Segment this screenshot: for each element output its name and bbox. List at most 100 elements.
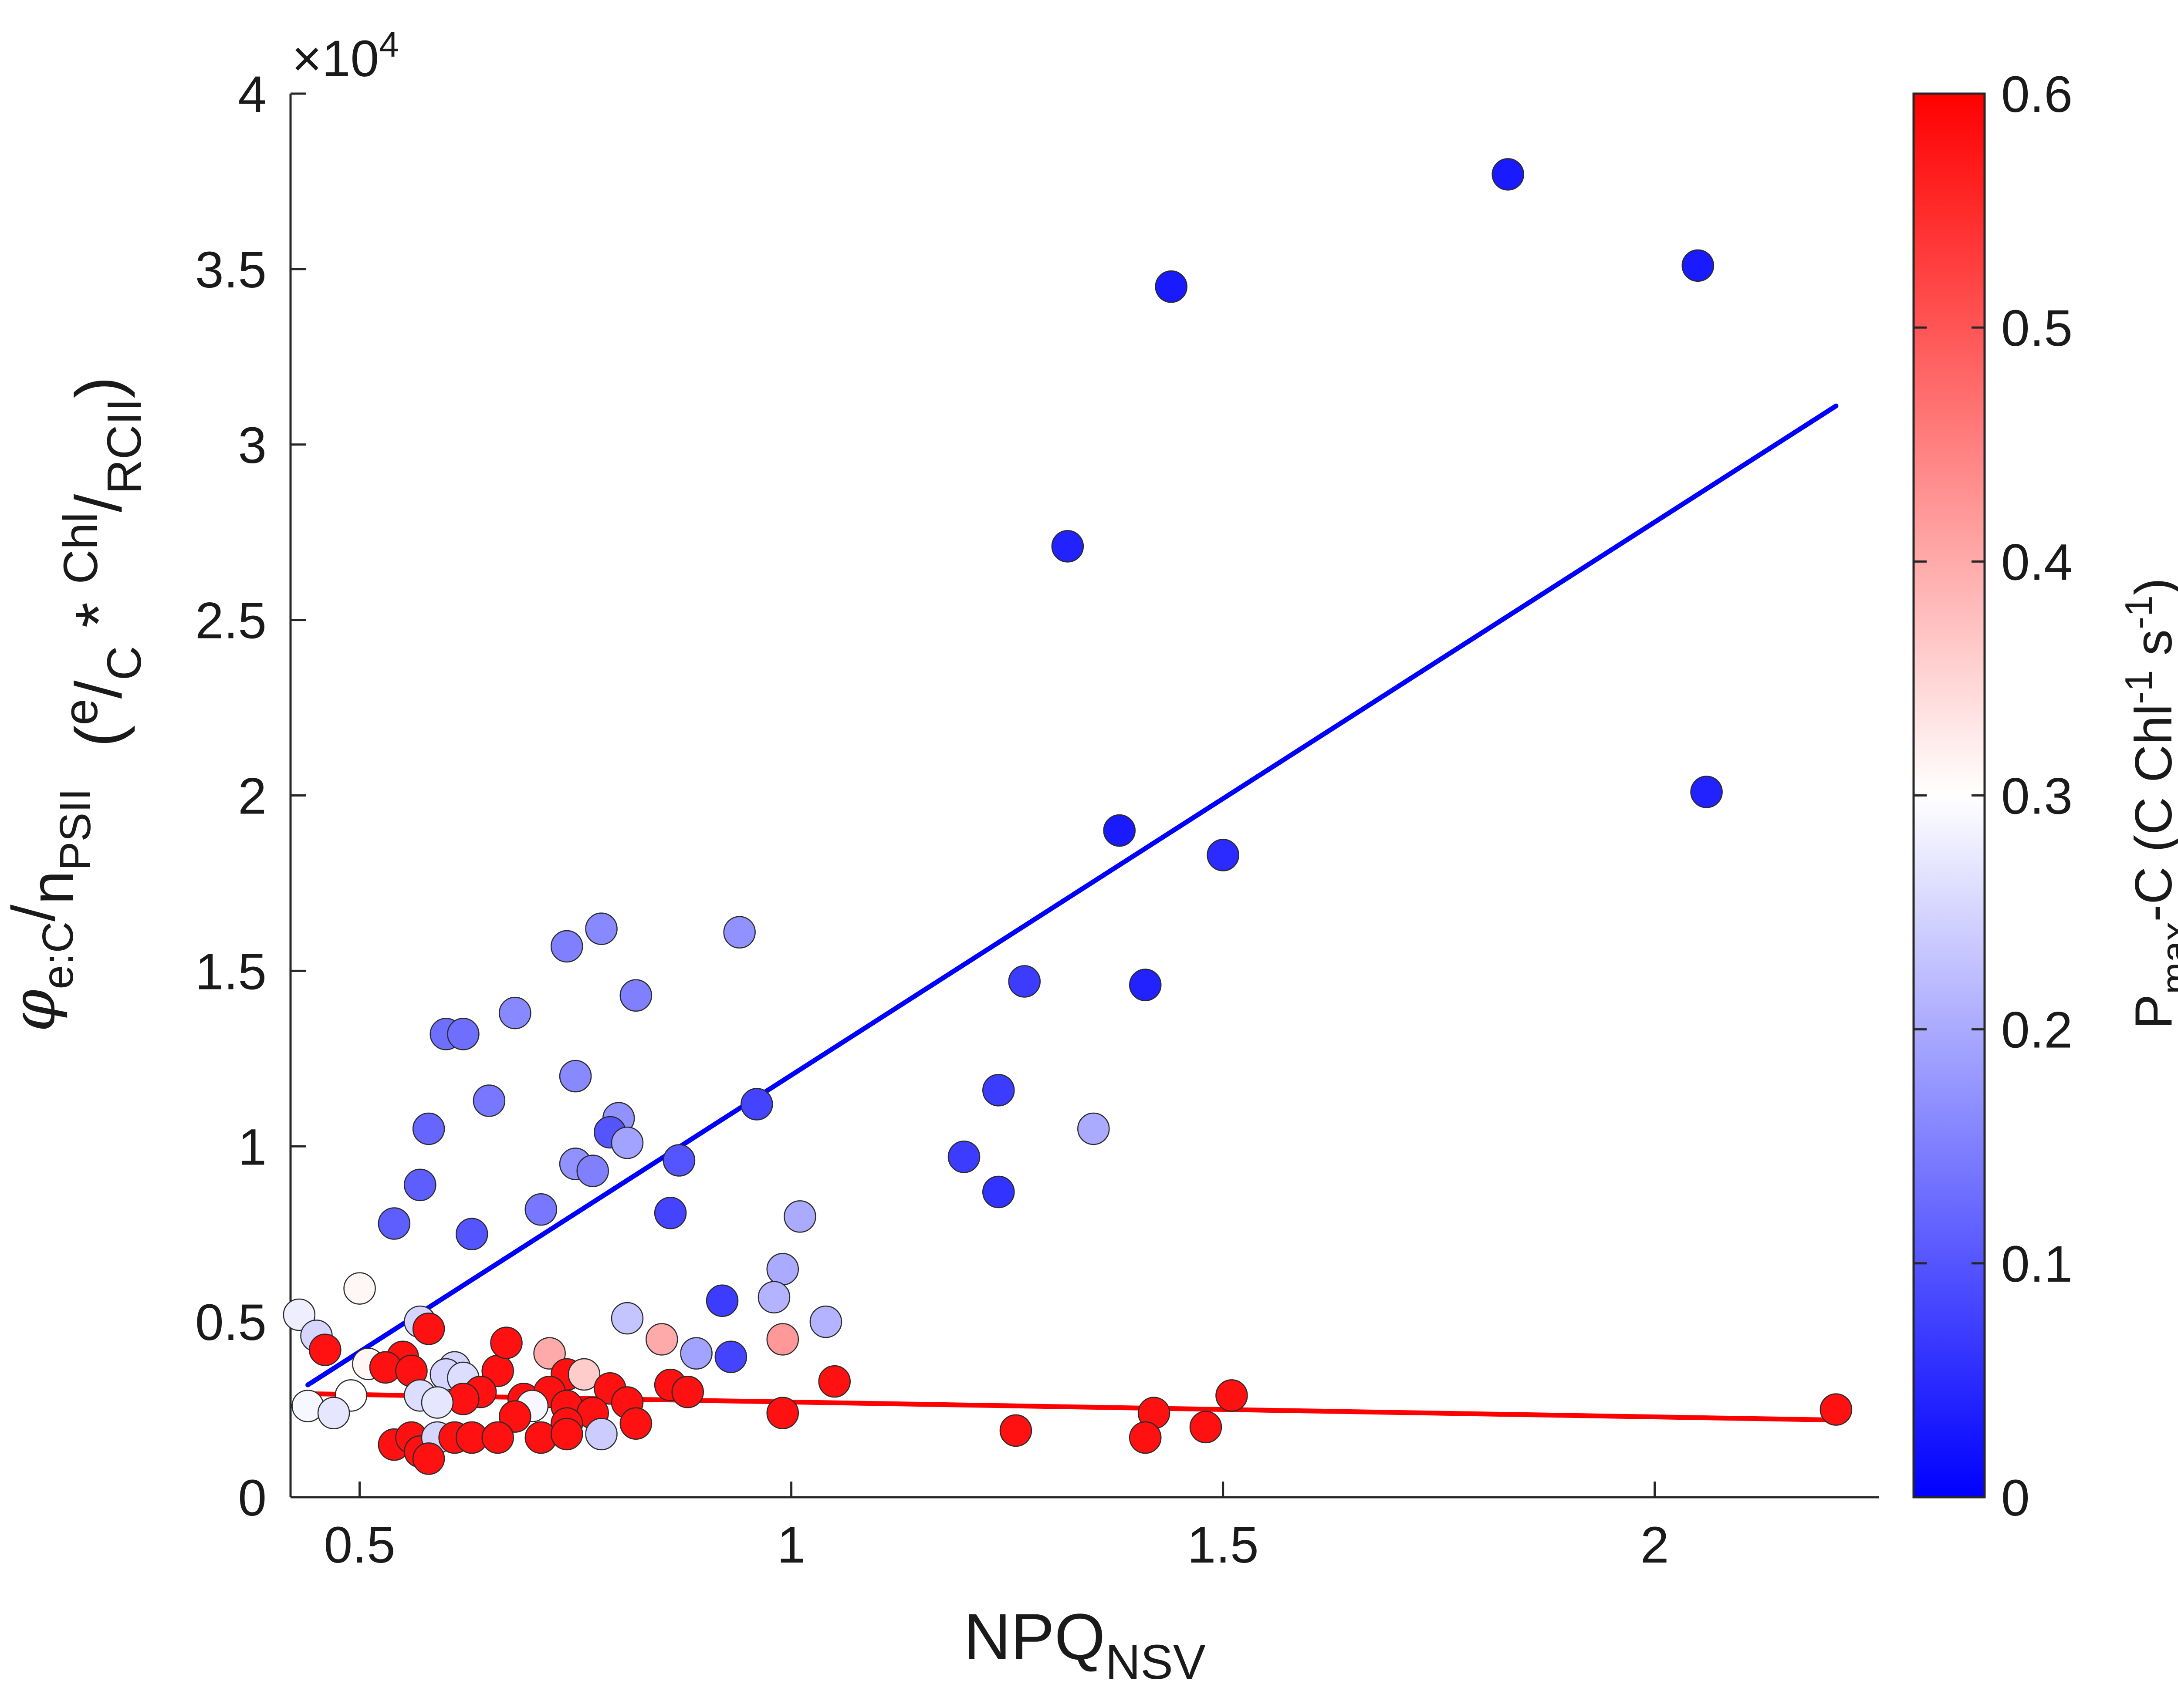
y-tick-label: 0.5 [195,1294,267,1351]
y-tick-label: 4 [238,66,267,123]
y-label-slash3: / [62,494,135,512]
y-multiplier-exp: 4 [379,25,399,64]
y-ticks: 0 0.5 1 1.5 2 2.5 3 3.5 4 [195,66,306,1527]
scatter-point [1690,776,1723,808]
y-axis-label-line2: (e/C * Chl/RCII) [54,377,151,747]
y-label-slash2: / [62,680,135,699]
scatter-point [611,1126,644,1159]
scatter-point [576,1154,609,1187]
scatter-point [611,1302,644,1335]
scatter-point [343,1272,376,1305]
y-tick-label: 2.5 [195,592,267,650]
y-label-chl: Chl [54,512,108,584]
cb-label-rest2: s [2124,629,2178,670]
scatter-point [447,1018,480,1050]
scatter-point [706,1284,739,1317]
scatter-point [1207,839,1239,871]
scatter-point [818,1365,851,1398]
scatter-point [551,1418,583,1451]
y-label-star: * [62,584,135,646]
scatter-point [982,1175,1015,1208]
scatter-point [1077,1112,1110,1145]
scatter-point [723,916,756,949]
scatter-point [378,1207,411,1240]
colorbar-label: Pmax-C (C Chl-1 s-1) [2117,578,2178,1029]
scatter-point [1008,965,1041,998]
scatter-point [455,1218,488,1250]
cb-label-rest1: -C (C Chl [2124,704,2178,922]
y-label-n: n [17,871,86,905]
scatter-point [646,1323,678,1356]
scatter-point [982,1074,1015,1107]
scatter-point [1103,814,1136,847]
scatter-point [412,1312,445,1345]
y-label-paren-close: ) [62,377,135,398]
cb-label-p-sub: max [2153,922,2178,994]
colorbar-tick-label: 0.2 [2001,1002,2073,1059]
x-ticks: 0.5 1 1.5 2 [324,1482,1669,1574]
scatter-point [680,1337,713,1370]
y-tick-label: 2 [238,768,267,825]
scatter-point [671,1376,704,1408]
cb-label-p: P [2124,994,2178,1029]
colorbar-tick-label: 0.3 [2001,768,2073,825]
scatter-point [766,1323,799,1356]
x-tick-label: 1 [777,1516,806,1574]
y-tick-label: 1 [238,1118,267,1176]
scatter-point [654,1197,687,1229]
colorbar-tick-label: 0.6 [2001,66,2073,123]
x-axis-label-main: NPQ [964,1600,1105,1673]
y-tick-label: 3 [238,417,267,474]
scatter-point [481,1421,514,1454]
scatter-point [585,1418,618,1451]
scatter-point [766,1397,799,1429]
y-tick-label: 0 [238,1469,267,1527]
scatter-point [317,1397,350,1429]
x-axis-label-sub: NSV [1105,1635,1206,1689]
y-label-paren-open: ( [62,725,135,747]
x-tick-label: 2 [1640,1516,1669,1574]
scatter-point [947,1141,981,1173]
scatter-point [1491,158,1524,191]
y-label-slash1: / [0,905,68,922]
scatter-point [784,1200,816,1233]
scatter-point [533,1337,566,1370]
scatter-point [490,1327,523,1359]
scatter-point [714,1340,747,1373]
scatter-point [1051,530,1084,563]
data-points [283,158,1853,1475]
fit-line [305,403,1839,1387]
scatter-point [559,1060,592,1093]
y-multiplier: ×104 [292,25,399,88]
scatter-point [809,1305,842,1338]
scatter-point [766,1253,799,1286]
y-label-e: e [54,699,108,725]
scatter-point [741,1088,773,1121]
y-label-phi-sub: e:C [34,922,82,989]
scatter-point [499,996,531,1030]
y-label-phi: φ [0,989,69,1032]
scatter-point [473,1084,506,1117]
scatter-point [1189,1411,1222,1444]
scatter-point [663,1144,696,1177]
colorbar-ticks: 0 0.1 0.2 0.3 0.4 0.5 0.6 [1914,66,2073,1527]
scatter-point [551,930,583,963]
scatter-point [758,1281,791,1313]
scatter-point [499,1400,531,1433]
y-axis-label-line1: φe:C/nPSII [0,788,100,1032]
cb-label-rest3: ) [2124,578,2178,595]
scatter-point [1820,1393,1853,1426]
colorbar-tick-label: 0.1 [2001,1235,2073,1293]
scatter-point [619,1407,653,1440]
scatter-point [524,1193,558,1226]
scatter-point [1681,249,1715,282]
x-tick-label: 0.5 [324,1516,396,1574]
scatter-point [568,1358,601,1391]
scatter-point [1155,270,1187,303]
colorbar-tick-label: 0.5 [2001,300,2073,357]
scatter-point [412,1442,445,1475]
y-tick-label: 1.5 [195,943,267,1000]
scatter-point [619,979,653,1012]
scatter-point [404,1168,436,1202]
